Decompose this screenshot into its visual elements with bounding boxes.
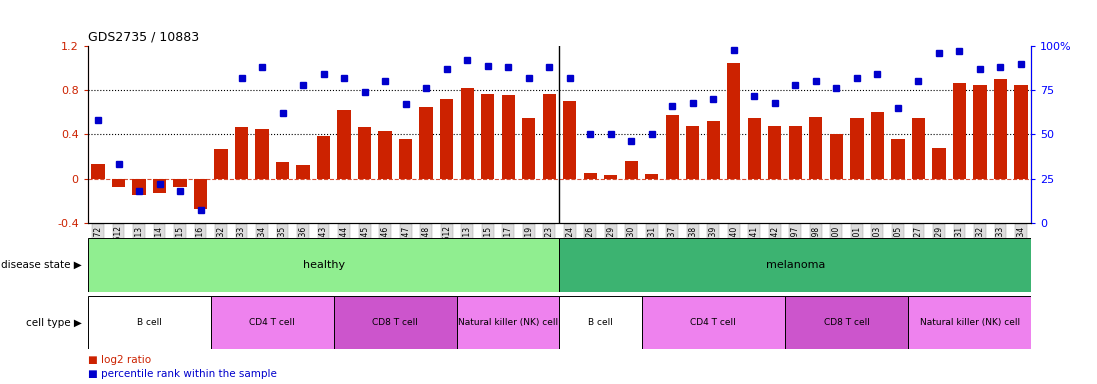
Bar <box>194 179 207 210</box>
Bar <box>584 173 597 179</box>
Bar <box>419 107 433 179</box>
Bar <box>994 79 1007 179</box>
Bar <box>563 101 576 179</box>
Bar <box>91 164 104 179</box>
Bar <box>480 94 495 179</box>
Text: CD8 T cell: CD8 T cell <box>824 318 870 327</box>
Bar <box>88 238 559 292</box>
Bar <box>399 139 412 179</box>
Bar <box>358 127 371 179</box>
Bar <box>850 118 863 179</box>
Bar <box>457 296 559 349</box>
Text: GDS2735 / 10883: GDS2735 / 10883 <box>88 30 199 43</box>
Bar <box>768 126 781 179</box>
Text: CD8 T cell: CD8 T cell <box>373 318 418 327</box>
Bar <box>891 139 905 179</box>
Bar <box>88 296 211 349</box>
Text: healthy: healthy <box>303 260 344 270</box>
Bar <box>235 127 248 179</box>
Bar <box>296 166 309 179</box>
Text: CD4 T cell: CD4 T cell <box>249 318 295 327</box>
Bar <box>501 95 514 179</box>
Text: B cell: B cell <box>588 318 613 327</box>
Bar <box>748 118 761 179</box>
Text: ■ percentile rank within the sample: ■ percentile rank within the sample <box>88 369 276 379</box>
Bar <box>152 179 167 193</box>
Bar <box>871 112 884 179</box>
Bar <box>810 117 823 179</box>
Bar <box>604 175 618 179</box>
Bar <box>559 296 642 349</box>
Bar <box>912 118 925 179</box>
Bar <box>338 110 351 179</box>
Text: melanoma: melanoma <box>766 260 825 270</box>
Bar <box>461 88 474 179</box>
Bar <box>642 296 785 349</box>
Bar <box>378 131 392 179</box>
Text: B cell: B cell <box>137 318 161 327</box>
Bar <box>789 126 802 179</box>
Text: cell type ▶: cell type ▶ <box>25 318 81 328</box>
Bar <box>1015 85 1028 179</box>
Bar <box>624 161 638 179</box>
Bar <box>559 238 1031 292</box>
Bar <box>522 118 535 179</box>
Bar <box>133 179 146 195</box>
Bar <box>211 296 333 349</box>
Bar <box>317 136 330 179</box>
Bar <box>666 114 679 179</box>
Bar <box>276 162 290 179</box>
Bar <box>173 179 186 187</box>
Bar <box>973 85 986 179</box>
Bar <box>333 296 457 349</box>
Bar <box>214 149 228 179</box>
Text: ■ log2 ratio: ■ log2 ratio <box>88 355 151 365</box>
Bar <box>727 63 740 179</box>
Bar <box>706 121 720 179</box>
Bar <box>645 174 658 179</box>
Bar <box>440 99 453 179</box>
Bar <box>829 134 842 179</box>
Text: Natural killer (NK) cell: Natural killer (NK) cell <box>459 318 558 327</box>
Bar <box>932 148 946 179</box>
Bar <box>785 296 908 349</box>
Bar <box>543 94 556 179</box>
Text: Natural killer (NK) cell: Natural killer (NK) cell <box>919 318 1020 327</box>
Text: disease state ▶: disease state ▶ <box>1 260 81 270</box>
Bar <box>952 83 966 179</box>
Bar <box>112 179 125 187</box>
Bar <box>256 129 269 179</box>
Text: CD4 T cell: CD4 T cell <box>690 318 736 327</box>
Bar <box>908 296 1031 349</box>
Bar <box>686 126 700 179</box>
